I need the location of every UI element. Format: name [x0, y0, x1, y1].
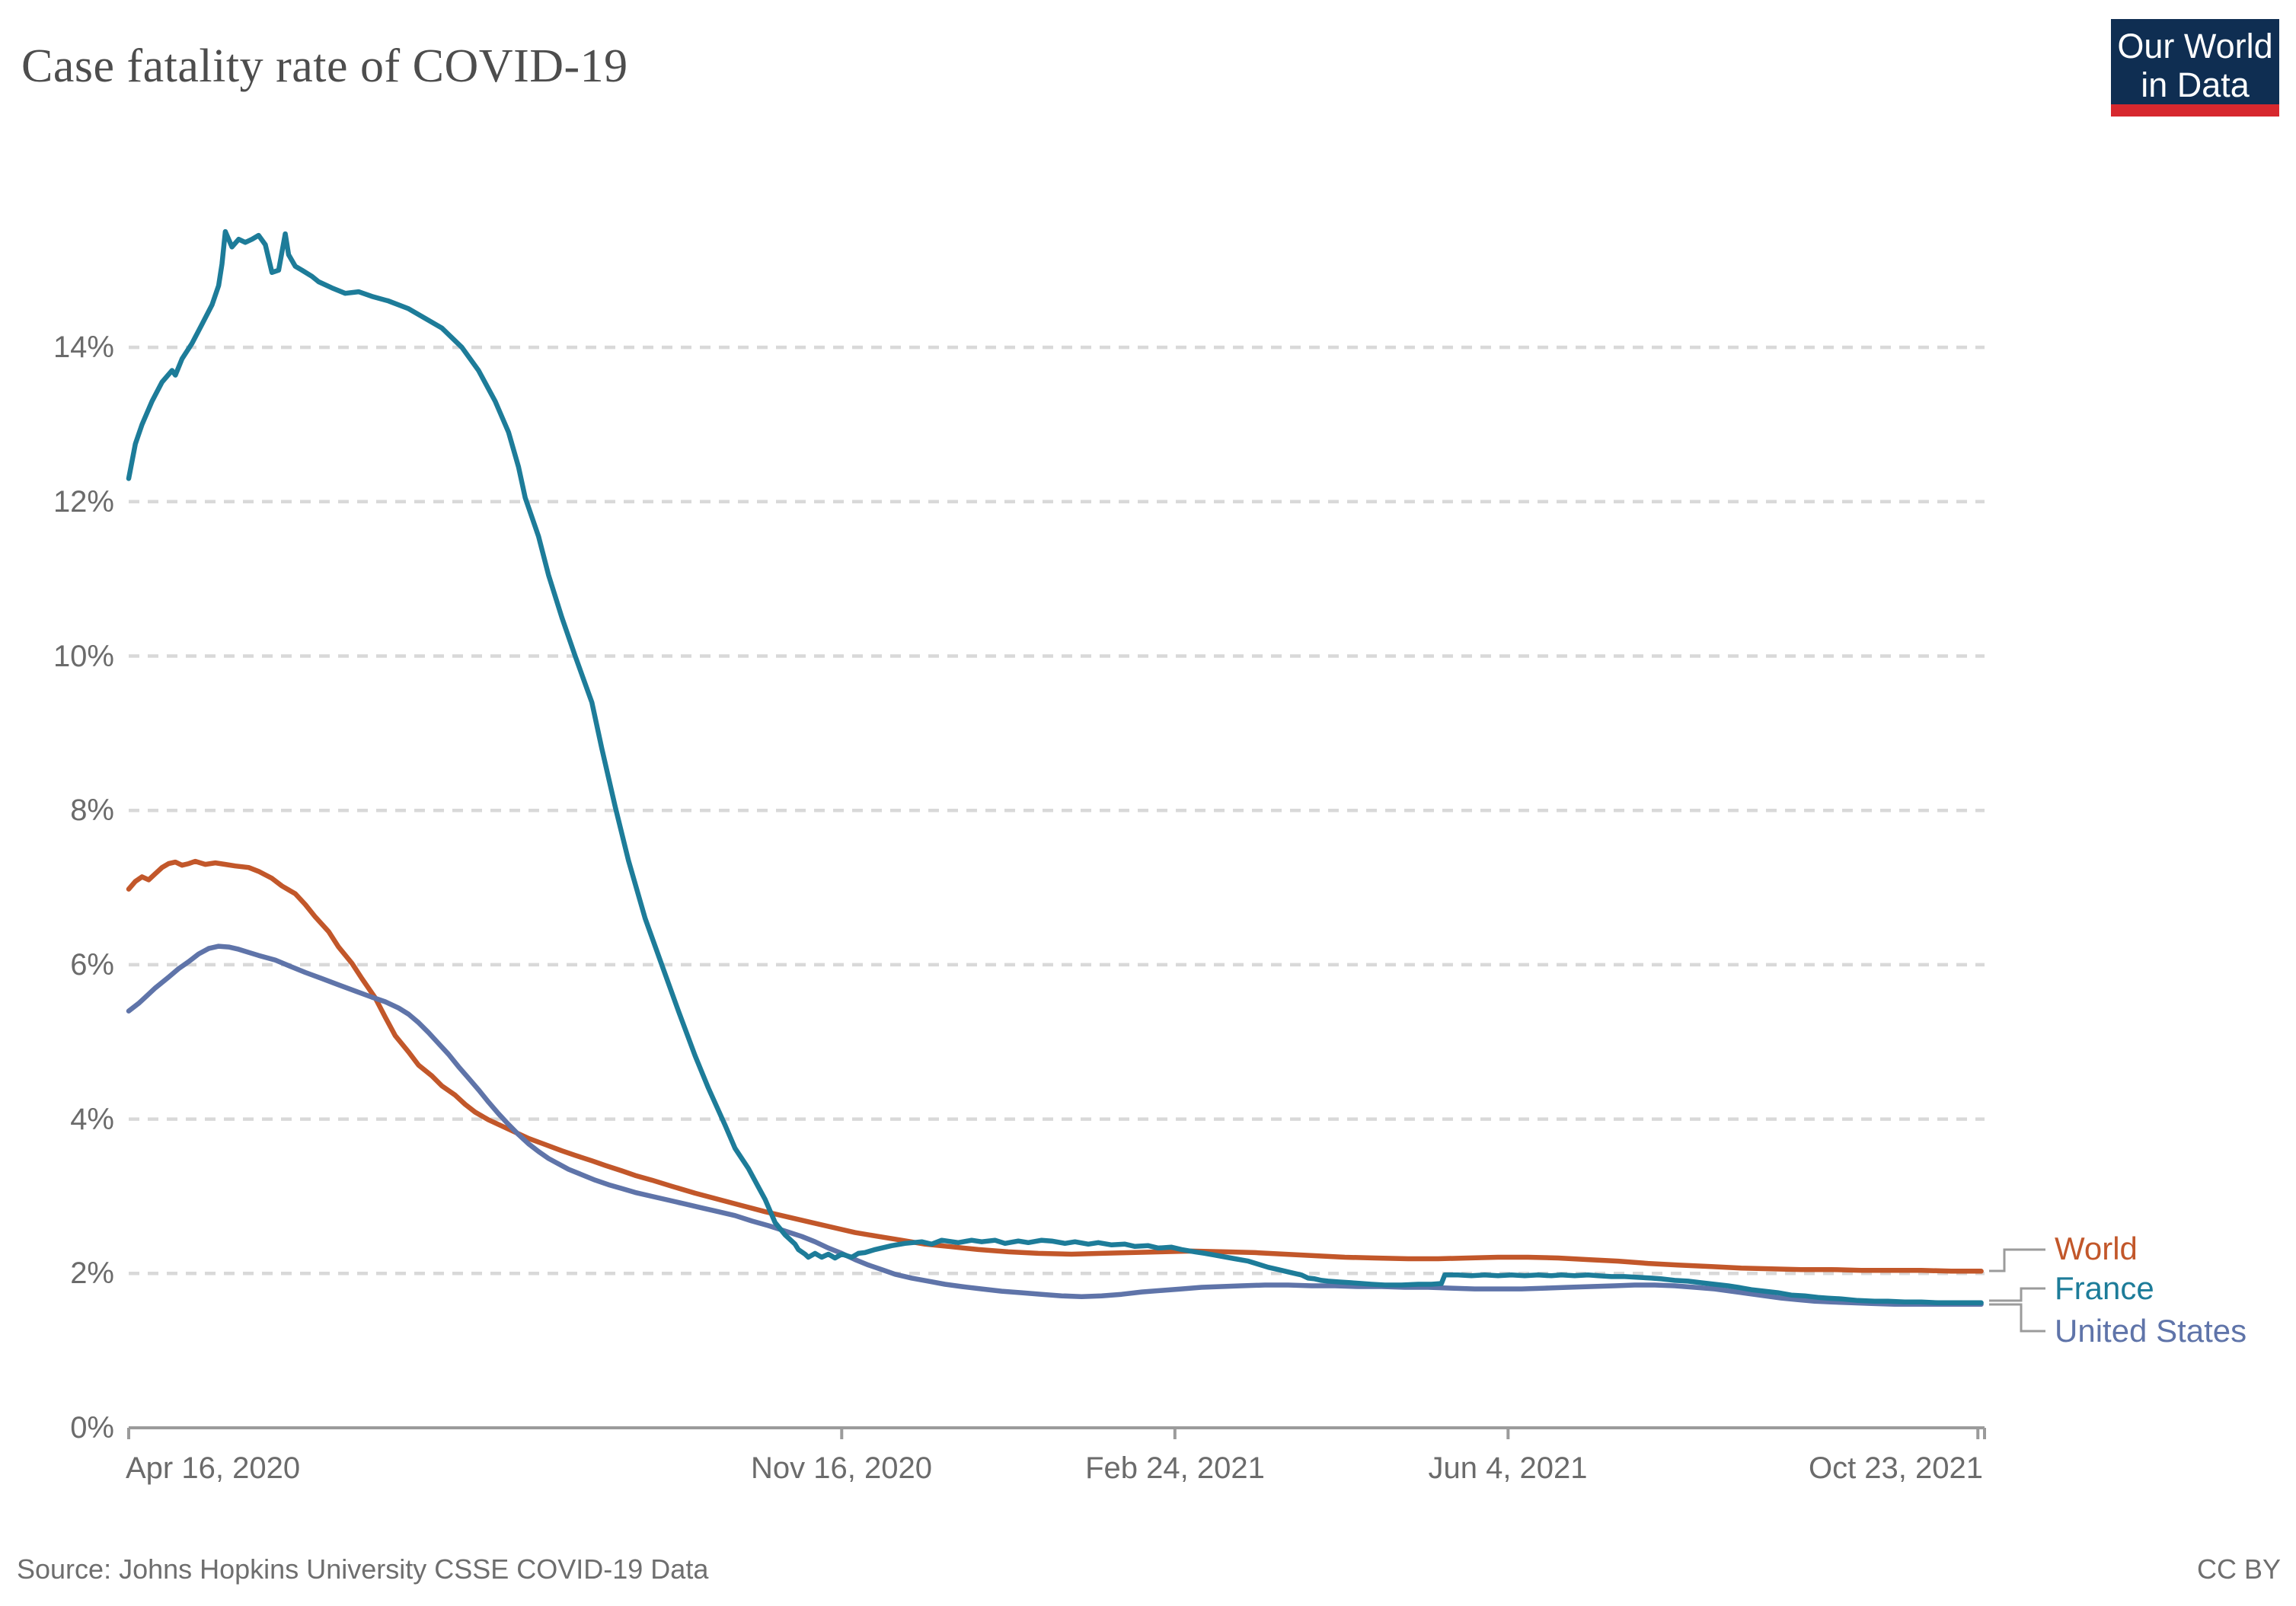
source-note: Source: Johns Hopkins University CSSE CO…	[17, 1553, 709, 1585]
y-axis-label-14: 14%	[53, 330, 114, 364]
y-axis-label-8: 8%	[70, 793, 114, 827]
y-axis-label-6: 6%	[70, 948, 114, 982]
x-axis-label-feb24-2021: Feb 24, 2021	[1085, 1451, 1265, 1485]
legend-item-world[interactable]: World	[2055, 1231, 2138, 1266]
x-axis-label-nov16-2020: Nov 16, 2020	[751, 1451, 932, 1485]
x-axis-label-oct23-2021: Oct 23, 2021	[1808, 1451, 1983, 1485]
owid-logo-line2: in Data	[2141, 65, 2250, 104]
page-title: Case fatality rate of COVID-19	[21, 40, 628, 92]
y-axis-label-4: 4%	[70, 1103, 114, 1136]
series-line-world[interactable]	[126, 858, 1984, 1274]
y-axis-label-2: 2%	[70, 1256, 114, 1290]
x-axis-label-apr16-2020: Apr 16, 2020	[126, 1451, 301, 1485]
owid-logo-line1: Our World	[2117, 27, 2273, 65]
connector-france	[1989, 1287, 2045, 1302]
license-ccby[interactable]: CC BY	[2196, 1553, 2281, 1585]
x-axis-label-jun4-2021: Jun 4, 2021	[1428, 1451, 1588, 1485]
series-line-france[interactable]	[126, 228, 1984, 1306]
owid-logo[interactable]: Our World in Data	[2111, 19, 2279, 117]
connector-united-states	[1989, 1303, 2045, 1333]
owid-logo-red-bar	[2111, 104, 2279, 117]
y-axis-label-12: 12%	[53, 485, 114, 519]
legend-item-france[interactable]: France	[2055, 1270, 2154, 1306]
owid-logo-text: Our World in Data	[2111, 19, 2279, 104]
y-axis-label-0: 0%	[70, 1411, 114, 1445]
y-axis-label-10: 10%	[53, 640, 114, 673]
series-line-united-states[interactable]	[126, 943, 1984, 1307]
connector-world	[1989, 1248, 2045, 1272]
legend-item-united-states[interactable]: United States	[2055, 1313, 2247, 1349]
